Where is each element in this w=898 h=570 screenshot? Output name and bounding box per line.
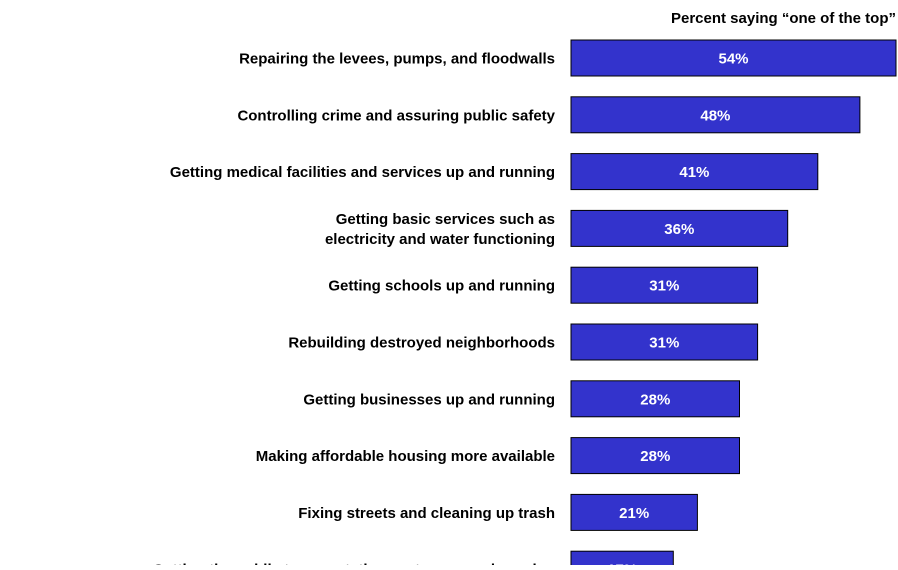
bar-value-label: 36% — [664, 221, 694, 238]
category-label: Getting schools up and running — [328, 278, 555, 295]
bar — [570, 209, 789, 247]
category-label: Fixing streets and cleaning up trash — [298, 505, 555, 522]
bar — [570, 380, 740, 418]
category-label: Repairing the levees, pumps, and floodwa… — [239, 51, 555, 68]
bar-value-label: 21% — [619, 505, 649, 522]
bar-value-label: 28% — [640, 448, 670, 465]
bar-value-label: 28% — [640, 391, 670, 408]
bar — [570, 153, 819, 191]
bar — [570, 96, 861, 134]
category-label: Rebuilding destroyed neighborhoods — [288, 335, 555, 352]
bar — [570, 493, 698, 531]
bar-value-label: 41% — [679, 164, 709, 181]
category-label: Controlling crime and assuring public sa… — [237, 107, 555, 124]
bar-value-label: 31% — [649, 278, 679, 295]
bar — [570, 437, 740, 475]
category-label: Getting medical facilities and services … — [170, 164, 555, 181]
category-labels: Repairing the levees, pumps, and floodwa… — [152, 51, 555, 570]
bar — [570, 323, 759, 361]
bar-value-label: 54% — [718, 51, 748, 68]
category-label: Getting basic services such as — [336, 211, 555, 228]
bar — [570, 39, 897, 77]
chart-header: Percent saying “one of the top” — [671, 10, 896, 27]
bar-value-label: 31% — [649, 335, 679, 352]
category-label: Making affordable housing more available — [256, 448, 555, 465]
bar — [570, 266, 759, 304]
bars — [570, 39, 897, 570]
category-label: electricity and water functioning — [325, 231, 555, 248]
category-label: Getting businesses up and running — [303, 391, 555, 408]
bar-value-label: 48% — [700, 107, 730, 124]
